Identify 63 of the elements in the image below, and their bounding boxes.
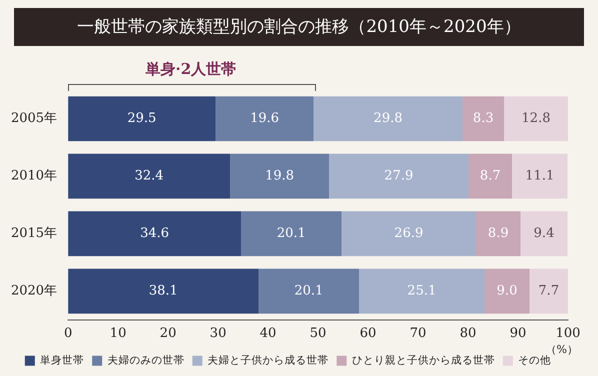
bar xyxy=(484,268,530,314)
data-label: 9.4 xyxy=(534,226,554,242)
y-tick-label: 2015年 xyxy=(10,226,58,242)
x-tick-label: 80 xyxy=(460,326,476,342)
bar xyxy=(216,96,314,142)
x-tick-label: 90 xyxy=(510,326,526,342)
x-tick-label: 0 xyxy=(64,326,72,342)
data-label: 8.9 xyxy=(488,226,509,242)
legend-label: 単身世帯 xyxy=(40,353,84,366)
x-tick-label: 40 xyxy=(260,326,276,342)
bar xyxy=(314,96,463,142)
data-label: 29.8 xyxy=(374,111,403,126)
legend-label: その他 xyxy=(518,354,552,366)
bar xyxy=(512,154,568,199)
data-label: 20.1 xyxy=(294,284,324,299)
x-tick-label: 30 xyxy=(210,326,226,342)
legend-label: 夫婦と子供から成る世帯 xyxy=(208,353,329,366)
legend-label: 夫婦のみの世帯 xyxy=(107,353,184,366)
bar xyxy=(504,96,568,142)
data-label: 11.1 xyxy=(525,168,554,184)
data-label: 9.0 xyxy=(496,284,518,299)
bar xyxy=(68,154,230,199)
bar xyxy=(476,211,521,256)
data-label: 38.1 xyxy=(148,284,178,299)
data-label: 27.9 xyxy=(384,168,414,184)
bar xyxy=(468,154,512,199)
x-tick-label: 100 xyxy=(556,326,580,342)
bar xyxy=(520,211,568,256)
y-tick-label: 2005年 xyxy=(10,111,58,126)
x-tick-label: 10 xyxy=(110,326,126,342)
data-label: 20.1 xyxy=(276,226,306,242)
x-tick-label: 20 xyxy=(160,326,176,342)
bar xyxy=(359,268,485,314)
x-axis-title: （%） xyxy=(546,342,578,356)
x-tick-label: 60 xyxy=(360,326,376,342)
bar xyxy=(342,211,476,256)
data-label: 26.9 xyxy=(394,226,424,242)
data-label: 8.7 xyxy=(480,168,501,184)
chart-title: 一般世帯の家族類型別の割合の推移（2010年～2020年） xyxy=(14,8,584,46)
x-tick-label: 50 xyxy=(310,326,326,342)
data-label: 29.5 xyxy=(127,111,156,126)
bar xyxy=(258,268,360,314)
legend-label: ひとり親と子供から成る世帯 xyxy=(352,353,495,366)
data-label: 19.8 xyxy=(265,168,294,184)
text: 単身·2人世帯 xyxy=(145,60,236,80)
bar xyxy=(230,154,330,199)
data-label: 12.8 xyxy=(522,111,550,126)
bar xyxy=(68,211,242,256)
bar xyxy=(530,268,568,314)
data-label: 34.6 xyxy=(140,226,170,242)
data-label: 19.6 xyxy=(250,111,280,126)
y-tick-label: 2010年 xyxy=(10,168,58,184)
bar xyxy=(462,96,504,142)
x-tick-label: 70 xyxy=(410,326,426,342)
y-tick-label: 2020年 xyxy=(10,284,58,299)
bar xyxy=(68,96,216,142)
data-label: 25.1 xyxy=(407,284,436,299)
data-label: 32.4 xyxy=(134,168,164,184)
bar xyxy=(329,154,469,199)
data-label: 7.7 xyxy=(538,284,560,299)
data-label: 8.3 xyxy=(472,111,494,126)
bar xyxy=(241,211,342,256)
bar xyxy=(68,268,259,314)
